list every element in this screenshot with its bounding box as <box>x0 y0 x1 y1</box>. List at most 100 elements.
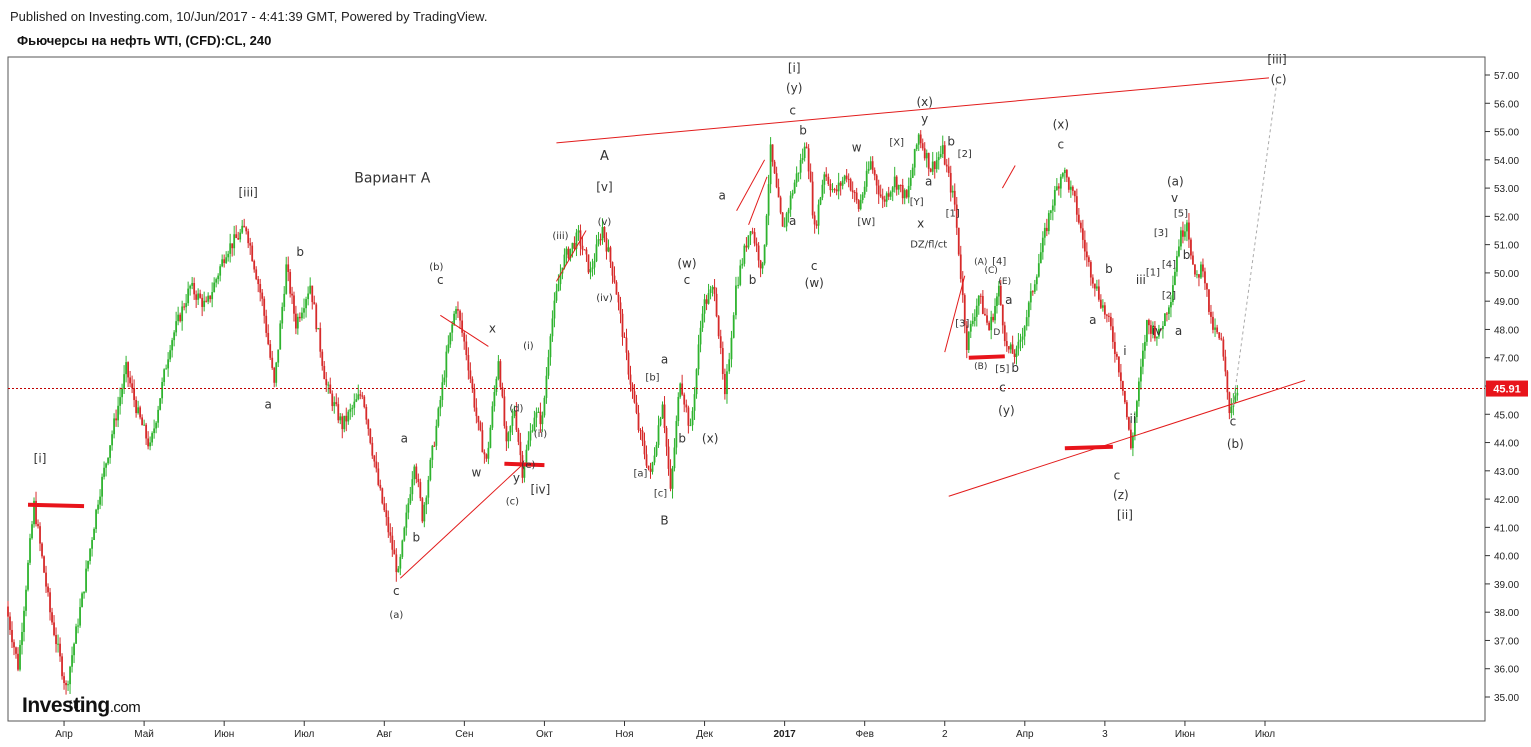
wave-label: b <box>296 245 304 259</box>
wave-label: (a) <box>389 610 403 621</box>
candle-body <box>147 438 150 447</box>
candle-body <box>1198 274 1200 278</box>
wave-label: (w) <box>677 256 696 270</box>
candle-body <box>955 204 958 228</box>
wave-label: (x) <box>702 432 718 446</box>
candle-body <box>547 357 550 376</box>
wave-label: [i] <box>788 61 801 75</box>
candle-body <box>203 300 206 307</box>
candle-body <box>367 419 370 429</box>
candle-body <box>69 666 71 685</box>
candle-body <box>1200 264 1202 278</box>
candle-body <box>1172 285 1174 302</box>
x-tick-label: Май <box>134 729 154 740</box>
candle-body <box>1196 274 1198 276</box>
wave-label: (A) <box>974 257 987 267</box>
wave-label: b <box>1105 262 1113 276</box>
candle-body <box>1067 177 1070 190</box>
wave-label: [iii] <box>1267 53 1286 67</box>
candle-body <box>639 430 642 432</box>
candle-body <box>1152 326 1154 334</box>
candle-body <box>959 254 962 279</box>
candle-body <box>261 292 264 299</box>
candle-body <box>298 316 301 319</box>
candle-body <box>1154 326 1156 339</box>
candle-body <box>811 181 814 216</box>
candle-body <box>863 186 866 195</box>
candle-body <box>529 431 532 441</box>
candle-body <box>695 369 698 395</box>
candle-body <box>911 167 914 178</box>
candle-body <box>489 427 492 448</box>
candle-body <box>257 279 260 285</box>
candle-body <box>443 377 446 383</box>
x-tick-label: Апр <box>55 729 73 740</box>
candle-body <box>1234 395 1237 403</box>
candle-body <box>159 398 162 410</box>
candle-body <box>1113 341 1116 355</box>
candle-body <box>917 134 920 145</box>
candle-body <box>355 399 358 402</box>
y-tick-label: 52.00 <box>1494 212 1519 223</box>
candle-body <box>1083 239 1086 252</box>
candle-body <box>425 497 428 505</box>
candle-body <box>543 397 546 416</box>
candle-body <box>1158 328 1160 337</box>
candle-body <box>817 204 820 226</box>
candle-body <box>935 160 938 170</box>
candle-body <box>803 146 806 159</box>
candle-body <box>755 243 758 246</box>
candle-body <box>607 247 610 252</box>
candle-body <box>627 352 630 375</box>
wave-label: [c] <box>654 488 667 499</box>
wave-label: (v) <box>598 217 612 228</box>
candle-body <box>673 447 676 469</box>
wave-label: b <box>678 432 686 446</box>
candle-body <box>629 374 632 385</box>
wave-label: b <box>413 531 421 545</box>
candle-body <box>171 340 174 351</box>
candle-body <box>635 402 638 413</box>
candle-body <box>65 683 67 686</box>
candle-body <box>337 404 340 421</box>
candle-body <box>195 294 198 300</box>
candle-body <box>399 556 402 569</box>
candle-body <box>1097 286 1100 300</box>
candle-body <box>1162 326 1164 330</box>
candle-body <box>403 527 406 541</box>
candle-body <box>67 684 69 686</box>
wave-label: [a] <box>634 468 648 479</box>
candle-body <box>753 232 756 244</box>
candle-body <box>813 215 816 225</box>
candle-body <box>1190 239 1192 256</box>
candle-body <box>659 418 662 426</box>
wave-label: (E) <box>998 277 1011 287</box>
candle-body <box>365 406 368 420</box>
candle-body <box>359 394 362 396</box>
candle-body <box>507 432 510 442</box>
candle-body <box>821 184 824 198</box>
candle-body <box>451 324 454 333</box>
candle-body <box>187 288 190 304</box>
candle-body <box>57 643 59 645</box>
candle-body <box>933 161 936 170</box>
candle-body <box>431 445 434 460</box>
candle-body <box>1148 320 1150 326</box>
candle-body <box>757 245 760 261</box>
candle-body <box>331 393 334 407</box>
wave-label: v <box>1171 191 1178 205</box>
candle-body <box>717 316 720 337</box>
candle-body <box>113 418 115 435</box>
candle-body <box>235 234 238 238</box>
x-tick-label: 2017 <box>773 729 796 740</box>
candle-body <box>487 447 490 459</box>
candle-body <box>1202 264 1204 272</box>
candle-body <box>1085 251 1088 258</box>
candle-body <box>379 484 382 489</box>
candle-body <box>565 248 568 255</box>
candle-body <box>687 407 690 426</box>
candle-body <box>107 457 109 464</box>
trendlines <box>8 77 1485 579</box>
wave-label: [i] <box>34 451 47 465</box>
